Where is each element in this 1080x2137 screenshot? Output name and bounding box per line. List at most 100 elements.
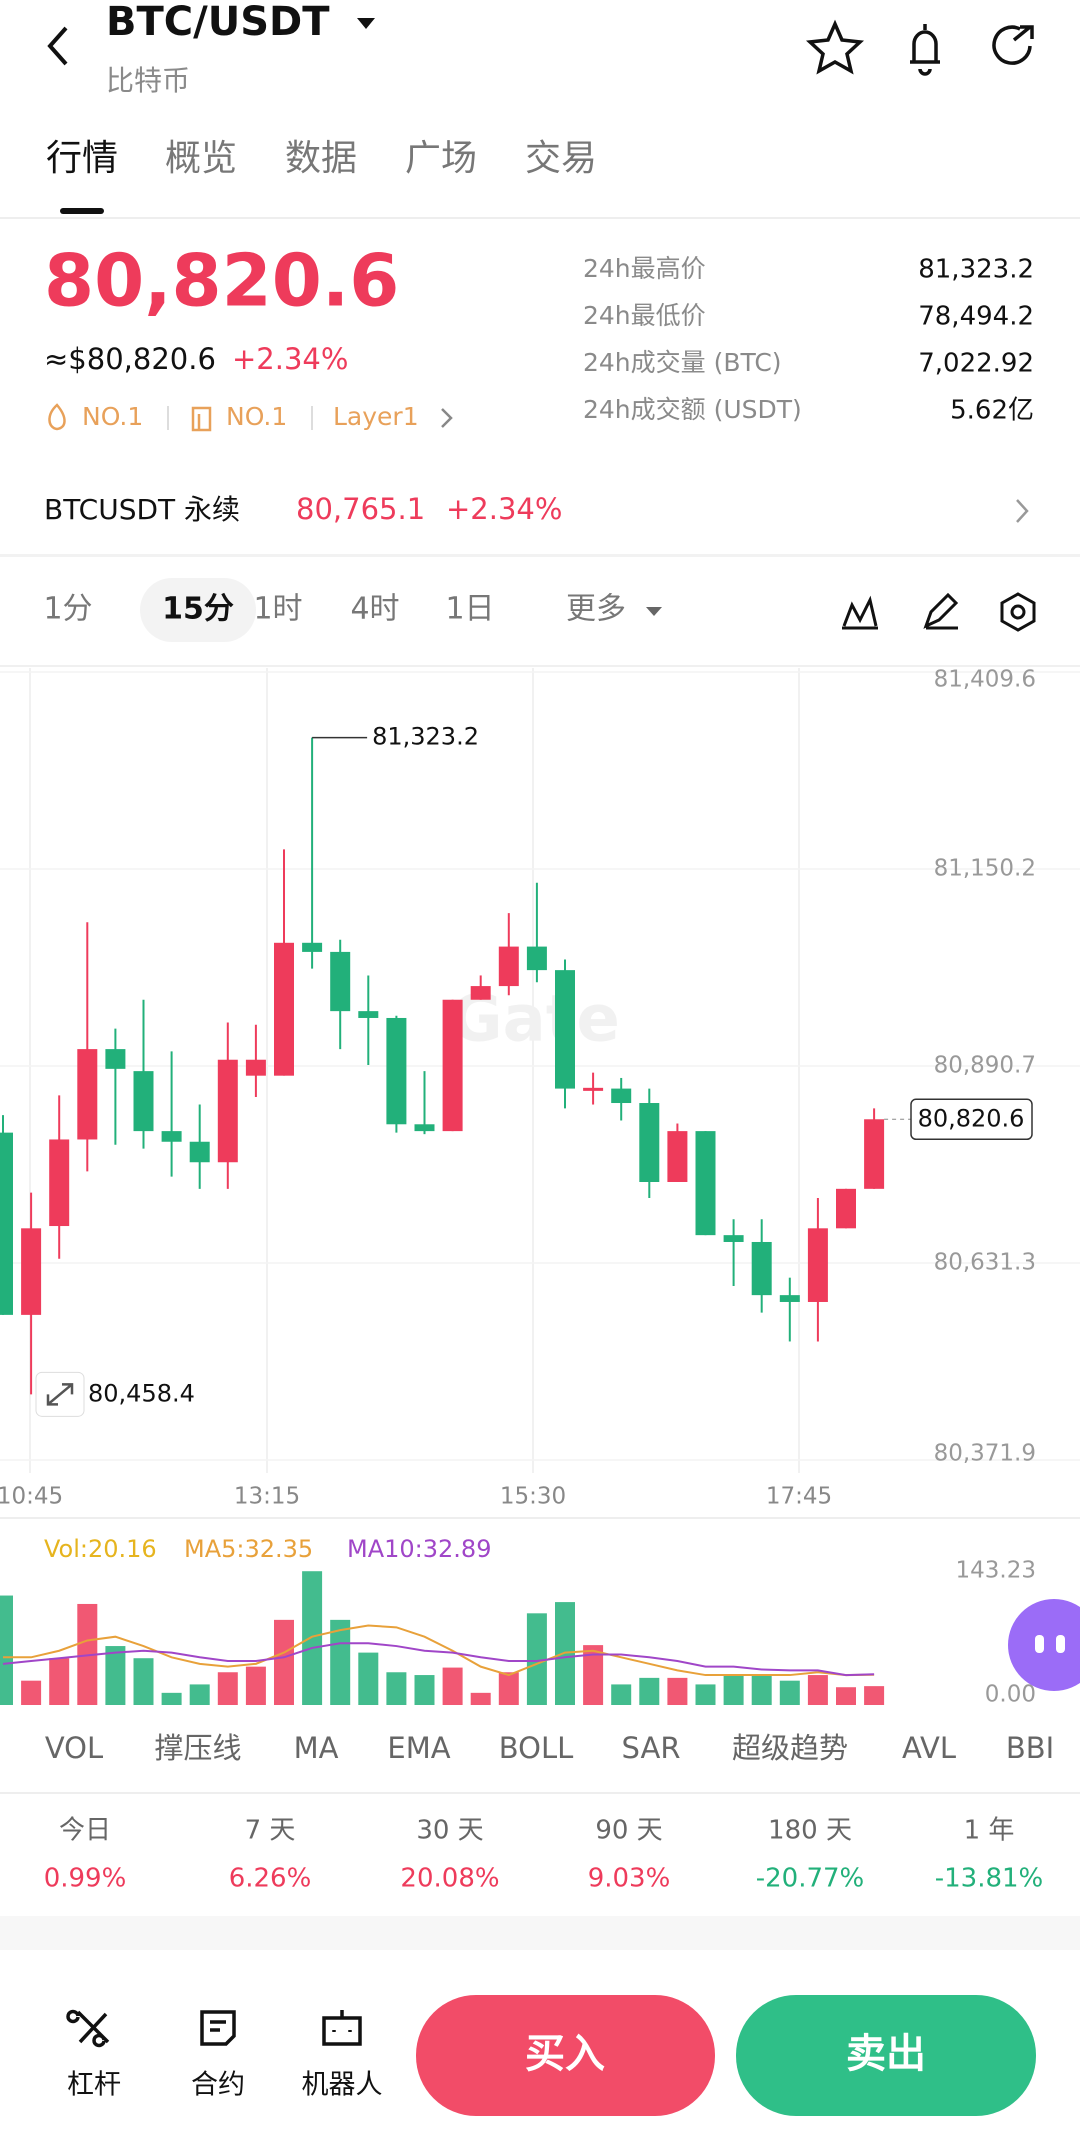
candle-body [583,1087,604,1091]
buy-label[interactable]: 买入 [525,2031,605,2077]
indicator-tab[interactable]: BBI [1006,1731,1054,1765]
stat-label: 24h最高价 [583,254,706,283]
stat-label: 24h成交额 (USDT) [583,395,802,424]
pair-dropdown[interactable] [357,18,375,29]
perp-price: 80,765.1 [296,492,425,526]
candle-body [0,1132,13,1315]
sell-label[interactable]: 卖出 [846,2031,926,2077]
indicator-tab[interactable]: BOLL [499,1731,574,1765]
chat-bubble[interactable] [1056,1635,1065,1653]
indicator-tab[interactable]: SAR [622,1731,681,1765]
tab[interactable]: 行情 [46,138,118,179]
candle-body [779,1295,800,1302]
chat-bubble[interactable] [1035,1635,1044,1653]
expand-icon[interactable] [46,1383,74,1406]
candle-body [217,1059,238,1163]
tool-label[interactable]: 杠杆 [67,2070,121,2101]
candle-body [470,986,491,1000]
tab[interactable]: 概览 [165,138,237,179]
volume-bar [49,1658,70,1705]
indicator-tab[interactable]: VOL [45,1731,103,1765]
market-icon [191,406,212,432]
period-label: 180 天 [768,1816,852,1846]
volume-bar [245,1666,266,1705]
chat-bubble[interactable] [1008,1599,1080,1691]
candle-body [358,1011,379,1018]
alert-icon[interactable] [910,24,940,76]
indicator-tab[interactable]: 撑压线 [154,1731,241,1765]
volume-bar [498,1672,519,1705]
candle-body [498,946,519,987]
favorite-icon[interactable] [805,19,865,75]
sell-button[interactable] [736,1995,1036,2116]
volume-legend: MA5:32.35 [184,1535,313,1563]
indicator-tab[interactable]: EMA [387,1731,450,1765]
volume-bar [358,1652,379,1705]
indicator-tab[interactable]: 超级趋势 [732,1731,848,1765]
low-label: 80,458.4 [88,1379,195,1407]
buy-button[interactable] [416,1995,715,2116]
x-tick-label: 10:45 [0,1484,63,1510]
margin-icon[interactable] [66,2009,110,2048]
volume-bar [751,1675,772,1705]
rank-tag[interactable]: NO.1 [226,402,287,431]
volume-bar [274,1619,294,1705]
back-button[interactable] [47,26,68,66]
stat-value: 78,494.2 [918,302,1034,332]
settings-icon[interactable] [1010,604,1026,620]
tab[interactable]: 交易 [525,138,597,179]
stat-label: 24h成交量 (BTC) [583,348,782,377]
volume-bar [583,1645,604,1705]
chevron[interactable] [441,408,453,428]
indicator-icon[interactable] [842,595,878,630]
period-value: -20.77% [756,1864,865,1894]
candle-body [189,1141,210,1163]
x-tick-label: 17:45 [766,1484,832,1510]
interval[interactable]: 1时 [253,592,302,627]
draw-icon[interactable] [923,592,959,630]
volume-bar [779,1680,800,1705]
tool-label[interactable]: 合约 [191,2070,245,2101]
candle-body [21,1228,42,1315]
tab[interactable]: 广场 [405,138,477,179]
indicator-tab[interactable]: AVL [902,1731,956,1765]
y-tick-label: 80,631.3 [934,1250,1036,1276]
interval[interactable]: 15分 [162,592,234,627]
volume-bar [386,1672,407,1705]
candle-body [105,1049,126,1069]
volume-bar [807,1675,828,1705]
share-icon[interactable] [992,25,1034,65]
settings-icon[interactable] [1000,592,1036,632]
pair-title[interactable]: BTC/USDT [106,0,330,45]
volume-bar [526,1613,547,1705]
contract-icon[interactable] [200,2010,236,2046]
high-label: 81,323.2 [372,723,479,751]
indicator-tab[interactable]: MA [294,1731,339,1765]
candle-body [245,1059,266,1076]
hot-icon [48,403,66,431]
interval[interactable]: 4时 [350,592,399,627]
perp-change: +2.34% [446,492,562,526]
last-price-box [910,1098,1033,1141]
volume-bar [639,1677,660,1705]
rank-tag[interactable]: NO.1 [82,402,143,431]
candle-body [386,1017,407,1125]
stat-label: 24h最低价 [583,301,706,330]
chevron[interactable] [1016,499,1029,523]
ma-line [3,1624,875,1677]
more-dropdown[interactable] [646,607,662,616]
price-change: +2.34% [232,342,348,376]
volume-bar [330,1619,351,1705]
tool-label[interactable]: 机器人 [302,2070,383,2101]
candle-body [302,942,323,952]
interval[interactable]: 1分 [43,592,92,627]
perp-name[interactable]: BTCUSDT 永续 [44,493,240,526]
bot-icon[interactable] [322,2010,362,2046]
sector-tag[interactable]: Layer1 [333,402,419,431]
candle-body [639,1103,660,1182]
interval[interactable]: 1日 [445,592,494,627]
tab[interactable]: 数据 [285,138,357,179]
candle-body [836,1188,856,1229]
volume-bar [414,1675,435,1705]
interval[interactable]: 更多 [566,592,626,627]
